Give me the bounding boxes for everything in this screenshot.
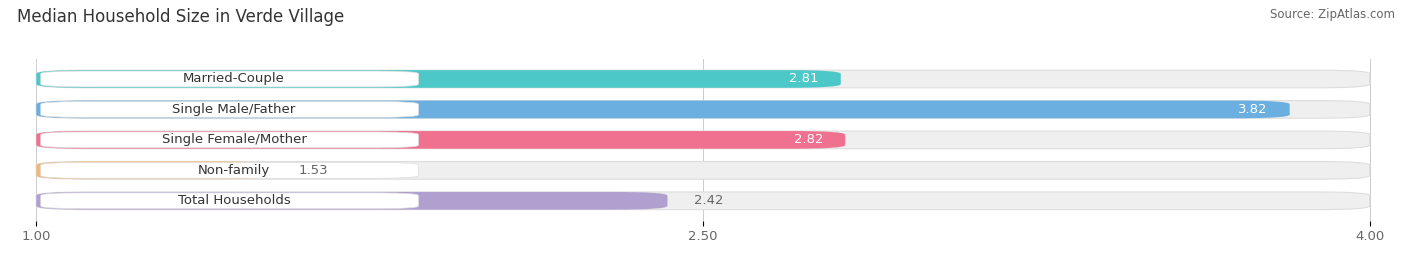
FancyBboxPatch shape [41,132,419,148]
Text: 2.42: 2.42 [695,194,724,207]
Text: Total Households: Total Households [177,194,291,207]
FancyBboxPatch shape [37,101,1289,118]
Text: 1.53: 1.53 [298,164,328,177]
Text: 2.81: 2.81 [789,72,818,86]
FancyBboxPatch shape [37,192,668,210]
FancyBboxPatch shape [41,101,419,117]
Text: 2.82: 2.82 [793,133,823,146]
Text: Married-Couple: Married-Couple [183,72,285,86]
FancyBboxPatch shape [37,70,841,88]
FancyBboxPatch shape [37,70,1369,88]
Text: Single Female/Mother: Single Female/Mother [162,133,307,146]
Text: Non-family: Non-family [198,164,270,177]
Text: 3.82: 3.82 [1239,103,1267,116]
FancyBboxPatch shape [41,193,419,209]
FancyBboxPatch shape [37,131,845,149]
FancyBboxPatch shape [37,192,1369,210]
FancyBboxPatch shape [37,101,1369,118]
FancyBboxPatch shape [41,71,419,87]
Text: Source: ZipAtlas.com: Source: ZipAtlas.com [1270,8,1395,21]
FancyBboxPatch shape [41,162,419,178]
FancyBboxPatch shape [37,161,271,179]
Text: Single Male/Father: Single Male/Father [173,103,295,116]
FancyBboxPatch shape [37,161,1369,179]
FancyBboxPatch shape [37,131,1369,149]
Text: Median Household Size in Verde Village: Median Household Size in Verde Village [17,8,344,26]
